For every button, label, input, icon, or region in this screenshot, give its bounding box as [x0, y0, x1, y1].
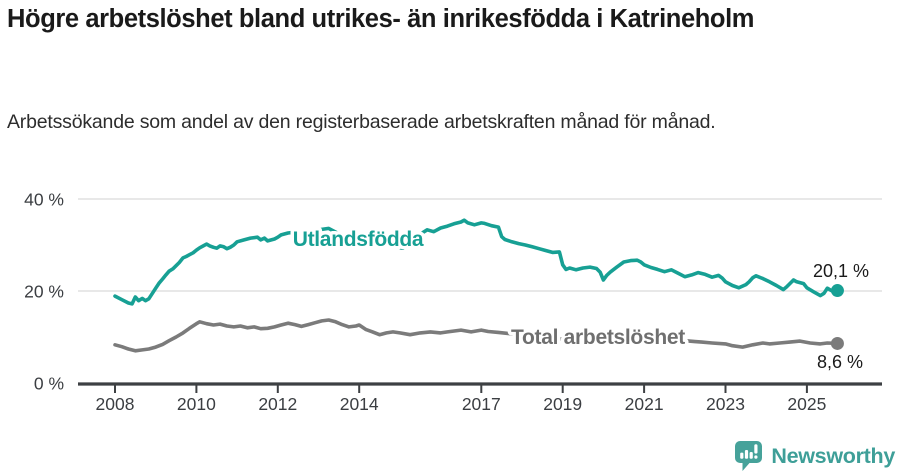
series-end-value-label: 8,6 %	[817, 352, 863, 372]
x-axis-tick-label: 2017	[462, 394, 501, 414]
series-line-utlandsfodda	[113, 218, 840, 306]
x-axis-tick-label: 2023	[706, 394, 745, 414]
y-axis-tick-label: 40 %	[24, 190, 64, 210]
newsworthy-branding: Newsworthy	[734, 439, 895, 473]
page-title: Högre arbetslöshet bland utrikes- än inr…	[7, 5, 755, 33]
y-axis-tick-label: 0 %	[34, 374, 64, 394]
newsworthy-logo-icon	[734, 440, 763, 472]
series-line-total	[113, 318, 840, 353]
series-end-dot	[830, 336, 844, 350]
series-label-utlandsfodda: Utlandsfödda	[293, 228, 424, 251]
x-axis-tick-label: 2021	[625, 394, 664, 414]
unemployment-line-chart: 0 % 20 % 40 % Utlandsfödda Total arbetslöshe…	[24, 190, 882, 414]
series-end-value-label: 20,1 %	[813, 261, 869, 281]
y-axis-tick-label: 20 %	[24, 282, 64, 302]
x-axis-tick-label: 2012	[258, 394, 297, 414]
chart-subtitle: Arbetssökande som andel av den registerb…	[7, 111, 716, 133]
x-axis-tick-label: 2014	[340, 394, 379, 414]
x-axis-tick-label: 2010	[177, 394, 216, 414]
x-axis-tick-label: 2019	[543, 394, 582, 414]
x-axis-tick-label: 2008	[96, 394, 135, 414]
x-axis-tick-label: 2025	[787, 394, 826, 414]
series-label-total: Total arbetslöshet	[511, 326, 685, 349]
newsworthy-wordmark: Newsworthy	[771, 443, 895, 468]
series-end-dot	[830, 284, 844, 298]
